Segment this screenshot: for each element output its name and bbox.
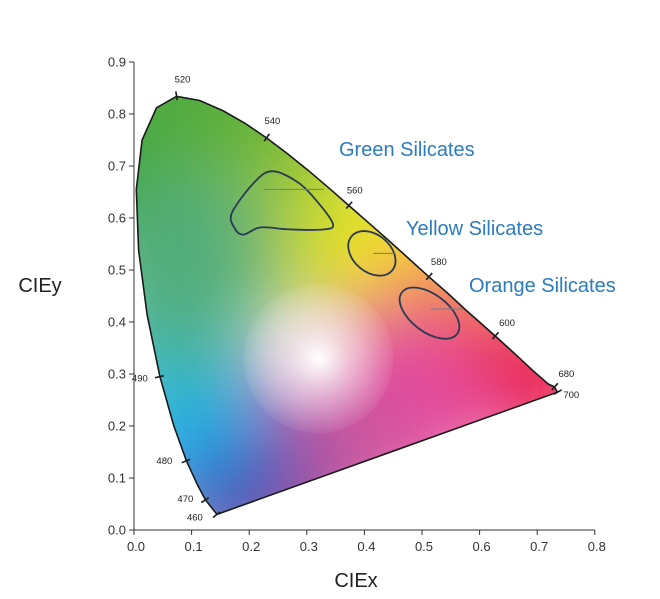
x-tick-label: 0.2 [242,539,260,554]
y-tick-label: 0.9 [108,55,126,70]
axes: 0.0 0.1 0.2 0.3 0.4 0.5 0.6 0.7 0.8 0.0 0.1 0.2 0.3… [108,55,606,555]
wavelength-tick [181,458,191,464]
wavelength-markers: 460 470 480 490 520 540 560 580 600 680 700 [132,74,579,523]
wavelength-label: 470 [177,494,193,505]
wavelength-tick [345,201,353,210]
wavelength-label: 680 [558,369,574,380]
x-tick-label: 0.7 [530,539,548,554]
x-tick-label: 0.8 [588,539,606,554]
y-tick-label: 0.6 [108,211,126,226]
wavelength-label: 490 [132,374,148,385]
wavelength-label: 540 [264,116,280,127]
y-axis-ticks: 0.0 0.1 0.2 0.3 0.4 0.5 0.6 0.7 0.8 0.9 [108,55,134,538]
yellow-silicates-region [347,230,397,277]
y-tick-label: 0.3 [108,367,126,382]
wavelength-label: 560 [347,186,363,197]
spectral-locus [135,95,559,516]
x-tick-label: 0.3 [300,539,318,554]
y-tick-label: 0.5 [108,263,126,278]
y-tick-label: 0.2 [108,419,126,434]
wavelength-label: 700 [563,390,579,401]
orange-silicates-region [398,286,461,340]
y-tick-label: 0.0 [108,523,126,538]
wavelength-tick [200,496,210,504]
green-silicates-region [229,170,335,236]
white-point-glow [243,283,394,434]
wavelength-label: 460 [187,512,203,523]
wavelength-label: 600 [499,318,515,329]
orange-silicates-label: Orange Silicates [469,275,616,297]
x-tick-label: 0.6 [473,539,491,554]
x-tick-label: 0.0 [127,539,145,554]
y-tick-label: 0.4 [108,315,126,330]
wavelength-tick [551,382,559,391]
wavelength-label: 480 [156,456,172,467]
y-tick-label: 0.1 [108,471,126,486]
y-tick-label: 0.8 [108,107,126,122]
x-tick-label: 0.5 [415,539,433,554]
yellow-silicates-label: Yellow Silicates [406,218,543,240]
x-axis-ticks: 0.0 0.1 0.2 0.3 0.4 0.5 0.6 0.7 0.8 [127,530,606,554]
silicate-regions: Green Silicates Yellow Silicates Orange Si… [229,139,616,340]
wavelength-tick [491,331,500,340]
wavelength-tick [175,91,179,101]
wavelength-tick [553,389,563,395]
wavelength-tick [263,133,271,142]
wavelength-label: 520 [175,74,191,85]
x-tick-label: 0.1 [185,539,203,554]
green-silicates-label: Green Silicates [339,139,475,161]
x-tick-label: 0.4 [357,539,375,554]
wavelength-tick [154,374,164,379]
wavelength-label: 580 [431,257,447,268]
wavelength-tick [425,272,433,281]
x-axis-title: CIEx [334,570,377,592]
y-tick-label: 0.7 [108,159,126,174]
y-axis-title: CIEy [18,275,61,297]
wavelength-tick [212,511,221,519]
